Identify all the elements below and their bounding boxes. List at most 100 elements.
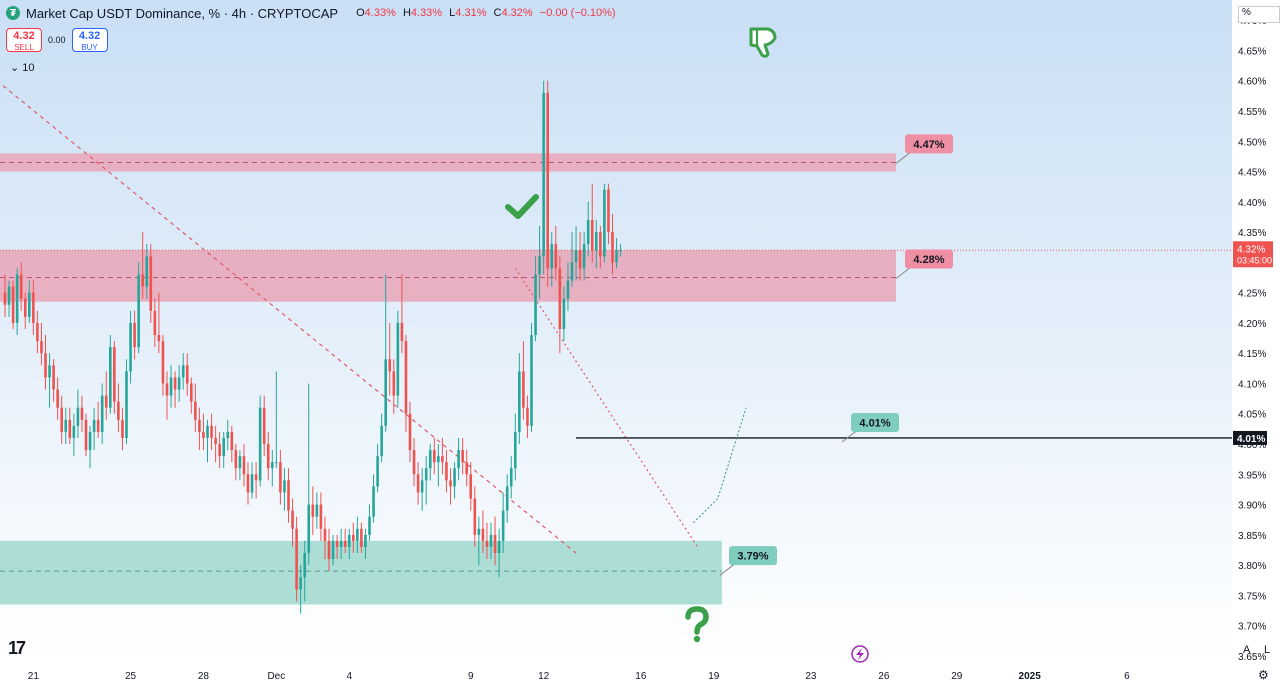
candle-body [68,419,72,438]
symbol-title[interactable]: Market Cap USDT Dominance, % · 4h · CRYP… [26,5,339,21]
candle-body [307,504,311,554]
candle-body [360,528,363,547]
y-tick-label: 4.35% [1238,228,1266,239]
candle [530,322,533,432]
candle [356,516,359,554]
candle-body [242,456,246,475]
volume-label: 10 [22,62,35,74]
candle [445,450,448,493]
candle [364,528,367,560]
candle-body [287,480,290,511]
candle [441,437,444,475]
candle [36,310,39,354]
candle [246,462,250,505]
y-tick-label: 4.45% [1238,168,1266,179]
candle [117,383,120,432]
candle [574,226,578,281]
candle-body [607,189,610,233]
candle-body [222,437,225,457]
candle [599,226,602,269]
candle-body [92,419,96,432]
candle-body [352,534,355,541]
level-axis-tag [1233,430,1267,445]
candle-body [566,280,570,299]
candle-body [574,250,578,263]
check-icon [505,194,539,219]
candle-body [404,341,408,414]
candle-body [376,456,379,487]
candle [590,183,594,263]
candle-body [315,504,319,517]
candle [299,565,302,614]
candle-body [392,371,396,396]
candle-body [246,474,250,493]
candle [465,450,468,487]
candle [335,534,339,560]
candle-body [461,450,464,463]
callout-text: 4.47% [913,139,944,151]
candle [522,341,525,420]
candle-body [230,431,234,451]
candle [190,377,193,414]
y-tick-label: 3.80% [1238,561,1266,572]
currency-button[interactable]: % [1238,6,1280,23]
lightning-icon[interactable] [851,645,869,663]
candle-body [36,322,39,342]
candle-body [173,377,177,390]
trade-panel: 4.32 SELL 0.00 4.32 BUY [6,28,108,52]
candle-body [169,377,173,396]
settings-gear-icon[interactable]: ⚙ [1258,668,1269,682]
candle [15,268,19,336]
candle [250,462,254,499]
candle-body [40,341,43,354]
candle [218,431,221,469]
buy-button[interactable]: 4.32 BUY [71,28,108,52]
candle [104,371,108,420]
candle-body [32,292,35,323]
tradingview-logo-icon[interactable]: 17 [8,638,26,658]
candle [461,437,464,475]
candle-body [420,480,424,493]
countdown-text: 03:45:00 [1237,255,1272,265]
candle-body [400,322,404,342]
y-tick-label: 3.70% [1238,622,1266,633]
x-tick-label: 6 [1124,671,1130,682]
log-scale-button[interactable]: A [1243,644,1251,656]
sell-button[interactable]: 4.32 SELL [6,28,42,52]
ohlc-close-key: C [493,7,502,19]
candle [96,401,100,438]
price-axis-panel[interactable] [1232,0,1280,688]
candle-body [64,419,68,432]
candle [477,516,481,566]
candle-body [234,450,238,469]
candle [469,462,473,511]
candle-body [558,268,562,329]
x-tick-label: Dec [267,671,285,682]
candle-body [388,359,392,372]
price-callout-3: 3.79% [719,546,777,576]
candle [287,468,290,523]
candle-body [339,540,343,547]
candle [376,444,379,493]
candle-body [141,274,144,287]
candle [412,437,416,487]
candle [550,232,554,287]
candle [141,232,144,299]
candle [319,492,323,541]
candle-body [441,456,444,463]
time-axis-panel[interactable] [0,664,1232,688]
volume-toggle[interactable]: ⌄ 10 [10,61,35,74]
candle [194,383,197,432]
question-icon [685,606,709,643]
candle-body [149,256,153,311]
candle [562,286,566,342]
candle-body [372,486,375,517]
linear-scale-button[interactable]: L [1264,644,1271,656]
y-tick-label: 4.20% [1238,319,1266,330]
candle [60,395,63,445]
candle [384,274,387,432]
candle [28,280,31,323]
candle [145,244,149,299]
x-tick-label: 29 [951,671,963,682]
